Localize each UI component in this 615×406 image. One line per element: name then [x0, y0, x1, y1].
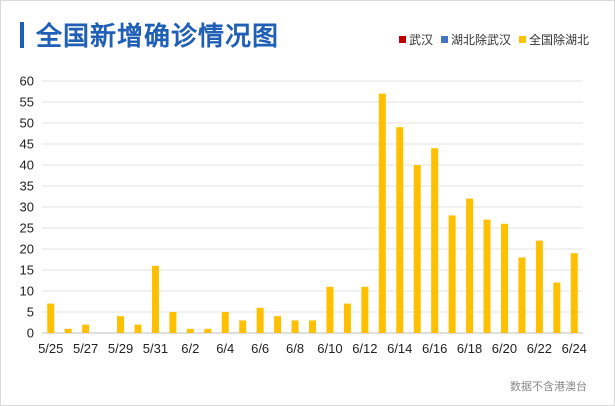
legend-swatch-national-excl-hubei — [518, 36, 526, 43]
bar-national-excl-hubei-6-11 — [343, 303, 351, 333]
x-tick-label-6-18: 6/18 — [457, 341, 482, 356]
y-tick-label-60: 60 — [20, 74, 34, 89]
bar-national-excl-hubei-6-23 — [553, 282, 561, 333]
bar-national-excl-hubei-6-22 — [535, 240, 543, 333]
bar-national-excl-hubei-5-30 — [134, 324, 142, 333]
y-tick-label-50: 50 — [20, 116, 34, 131]
legend-label-hubei-excl-wuhan: 湖北除武汉 — [450, 33, 511, 47]
legend-item-wuhan: 武汉 — [398, 31, 433, 48]
bar-national-excl-hubei-6-6 — [256, 307, 264, 333]
bar-national-excl-hubei-6-10 — [326, 286, 334, 333]
bar-national-excl-hubei-6-13 — [378, 93, 386, 333]
legend-item-hubei-excl-wuhan: 湖北除武汉 — [440, 31, 511, 48]
bar-national-excl-hubei-6-9 — [309, 320, 316, 333]
bar-national-excl-hubei-6-20 — [500, 223, 508, 333]
legend-label-national-excl-hubei: 全国除湖北 — [528, 33, 589, 47]
bar-national-excl-hubei-5-25 — [47, 303, 55, 333]
legend-swatch-hubei-excl-wuhan — [440, 36, 448, 43]
x-tick-label-6-10: 6/10 — [317, 341, 342, 356]
bar-national-excl-hubei-6-19 — [483, 219, 491, 333]
y-tick-label-30: 30 — [20, 200, 34, 215]
x-tick-label-6-14: 6/14 — [387, 341, 412, 356]
bar-national-excl-hubei-6-4 — [221, 312, 229, 333]
bar-national-excl-hubei-6-18 — [466, 198, 474, 333]
legend-item-national-excl-hubei: 全国除湖北 — [518, 31, 589, 48]
bar-national-excl-hubei-6-21 — [518, 257, 526, 333]
y-tick-label-0: 0 — [27, 326, 34, 341]
bar-national-excl-hubei-6-5 — [239, 320, 247, 333]
bar-national-excl-hubei-6-12 — [361, 286, 369, 333]
x-tick-label-5-31: 5/31 — [143, 341, 168, 356]
x-tick-label-6-6: 6/6 — [251, 341, 269, 356]
x-tick-label-6-24: 6/24 — [562, 341, 587, 356]
bar-national-excl-hubei-6-16 — [431, 148, 439, 333]
x-tick-label-5-27: 5/27 — [73, 341, 98, 356]
x-tick-label-6-22: 6/22 — [527, 341, 552, 356]
y-tick-label-25: 25 — [20, 221, 34, 236]
x-tick-label-6-12: 6/12 — [352, 341, 377, 356]
source-note: 数据不含港澳台 — [510, 381, 587, 393]
y-tick-label-10: 10 — [20, 284, 34, 299]
x-tick-label-6-8: 6/8 — [286, 341, 304, 356]
legend-swatch-wuhan — [398, 36, 406, 43]
y-tick-label-40: 40 — [20, 158, 34, 173]
y-tick-label-45: 45 — [20, 137, 34, 152]
bar-national-excl-hubei-5-26 — [64, 328, 72, 333]
y-tick-label-5: 5 — [27, 305, 34, 320]
bar-national-excl-hubei-5-29 — [117, 316, 125, 333]
y-tick-label-15: 15 — [20, 263, 34, 278]
bar-national-excl-hubei-6-14 — [396, 127, 404, 333]
bar-national-excl-hubei-6-3 — [204, 328, 212, 333]
x-tick-label-6-2: 6/2 — [181, 341, 199, 356]
y-tick-label-35: 35 — [20, 179, 34, 194]
y-tick-label-55: 55 — [20, 95, 34, 110]
bar-national-excl-hubei-6-17 — [448, 215, 456, 333]
bar-national-excl-hubei-5-31 — [151, 265, 159, 333]
x-tick-label-6-20: 6/20 — [492, 341, 517, 356]
x-tick-label-5-29: 5/29 — [108, 341, 133, 356]
bar-national-excl-hubei-6-24 — [570, 253, 578, 333]
bar-national-excl-hubei-6-8 — [291, 320, 299, 333]
title-accent-bar — [20, 22, 24, 48]
bar-national-excl-hubei-6-1 — [169, 312, 177, 333]
bar-national-excl-hubei-5-27 — [82, 324, 90, 333]
bar-national-excl-hubei-6-2 — [186, 328, 194, 333]
bar-national-excl-hubei-6-7 — [274, 316, 282, 333]
bar-national-excl-hubei-6-15 — [413, 165, 421, 333]
y-tick-label-20: 20 — [20, 242, 34, 257]
x-tick-label-6-16: 6/16 — [422, 341, 447, 356]
x-tick-label-6-4: 6/4 — [216, 341, 234, 356]
chart-legend: 武汉 湖北除武汉 全国除湖北 — [398, 31, 589, 48]
legend-label-wuhan: 武汉 — [408, 33, 433, 47]
chart-title: 全国新增确诊情况图 — [36, 22, 280, 52]
x-tick-label-5-25: 5/25 — [38, 341, 63, 356]
